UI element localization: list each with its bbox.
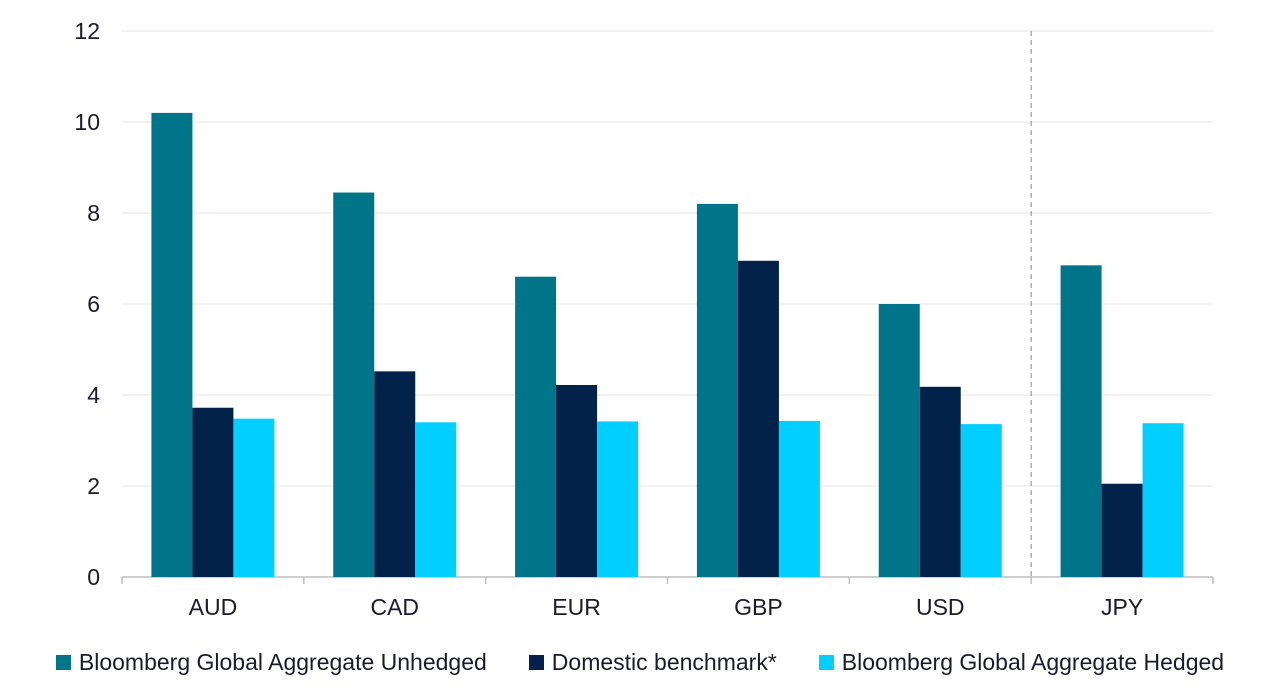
bar-cad-series-3 [415,422,457,577]
bar-chart-svg: 0 2 4 6 8 10 12 AUD CAD EUR GBP USD JPY [74,18,1214,620]
bar-jpy-series-2 [1101,483,1143,577]
legend-swatch-domestic [528,654,544,670]
x-tick-label: JPY [1101,594,1143,620]
x-tick-label: AUD [189,594,238,620]
legend-swatch-unhedged [55,654,71,670]
bar-usd-series-3 [960,424,1002,577]
y-tick-label: 10 [74,109,100,135]
bar-gbp-series-3 [778,420,820,577]
bar-usd-series-2 [919,386,961,577]
bar-eur-series-3 [597,421,639,577]
y-tick-label: 0 [87,564,100,590]
x-tick-label: EUR [552,594,601,620]
y-tick-label: 8 [87,200,100,226]
bar-aud-series-1 [151,112,193,578]
bar-cad-series-2 [374,371,416,577]
x-tick-label: GBP [734,594,783,620]
bar-eur-series-2 [556,384,598,577]
legend-label-hedged: Bloomberg Global Aggregate Hedged [841,648,1225,675]
x-tick-label: CAD [370,594,419,620]
bar-aud-series-2 [192,407,234,577]
bar-usd-series-1 [878,304,920,577]
bar-jpy-series-1 [1060,265,1102,577]
legend-item-hedged: Bloomberg Global Aggregate Hedged [818,648,1225,676]
legend-item-domestic: Domestic benchmark* [528,648,777,676]
legend-label-domestic: Domestic benchmark* [551,648,777,675]
bar-gbp-series-1 [696,203,738,577]
bar-gbp-series-2 [737,260,779,577]
legend-label-unhedged: Bloomberg Global Aggregate Unhedged [78,648,487,675]
legend: Bloomberg Global Aggregate Unhedged Dome… [0,645,1280,679]
legend-item-unhedged: Bloomberg Global Aggregate Unhedged [55,648,487,676]
legend-swatch-hedged [818,654,834,670]
y-tick-label: 4 [87,382,100,408]
bar-cad-series-1 [333,192,375,577]
y-tick-label: 12 [74,18,100,44]
bar-jpy-series-3 [1142,423,1184,577]
y-tick-label: 6 [87,291,100,317]
bar-eur-series-1 [515,276,557,577]
x-tick-label: USD [916,594,965,620]
y-tick-label: 2 [87,473,100,499]
bar-aud-series-3 [233,418,275,577]
